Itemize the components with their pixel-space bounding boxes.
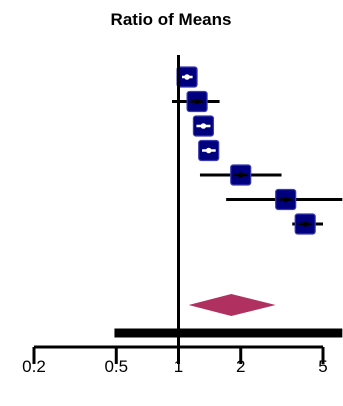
x-tick-label: 0.2 [22, 357, 46, 376]
x-tick-label: 5 [318, 357, 327, 376]
study-point [237, 172, 244, 178]
summary-estimate [188, 294, 276, 316]
study-point [184, 74, 190, 80]
study-point [194, 98, 200, 105]
x-tick-label: 0.5 [104, 357, 128, 376]
x-tick-label: 2 [236, 357, 245, 376]
study-row [226, 188, 343, 211]
study-row [176, 66, 198, 88]
study-row [192, 115, 215, 137]
study-point [302, 221, 308, 227]
study-row [292, 213, 323, 235]
study-point [205, 147, 212, 154]
x-axis: 0.2 0.5 1 2 5 [22, 345, 328, 376]
study-estimates [171, 66, 343, 235]
study-row [199, 164, 282, 186]
chart-title: Ratio of Means [111, 10, 232, 29]
study-point [200, 123, 207, 129]
study-row [198, 139, 220, 162]
summary-diamond [188, 294, 276, 316]
x-tick-label: 1 [174, 357, 183, 376]
study-point [282, 196, 289, 203]
